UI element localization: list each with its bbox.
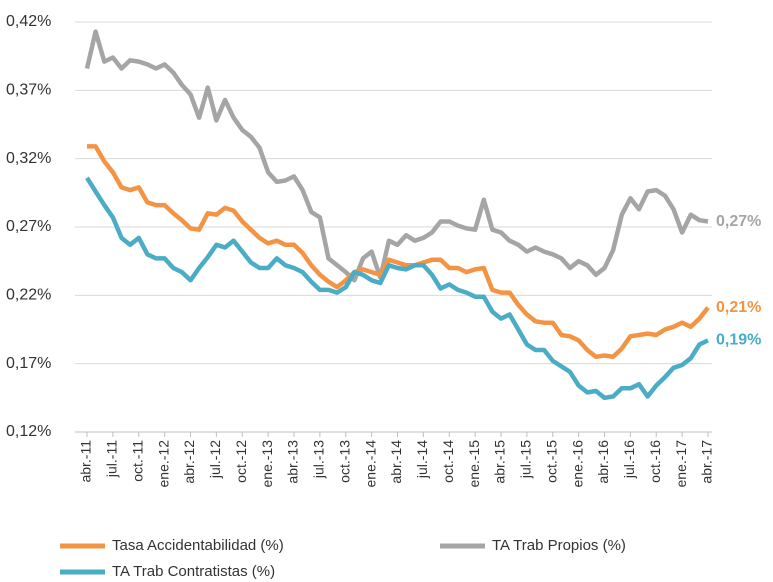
- x-tick-label: ene.-14: [362, 440, 378, 488]
- end-label: 0,27%: [716, 213, 761, 230]
- x-tick-label: abr.-14: [388, 440, 404, 484]
- x-tick-label: oct.-16: [647, 440, 663, 483]
- y-tick-label: 0,17%: [6, 355, 51, 372]
- x-tick-label: oct.-12: [233, 440, 249, 483]
- x-tick-label: ene.-13: [259, 440, 275, 488]
- end-label: 0,19%: [716, 332, 761, 349]
- x-tick-label: ene.-15: [466, 440, 482, 488]
- series-line: [84, 29, 709, 283]
- y-tick-label: 0,32%: [6, 150, 51, 167]
- legend-label: Tasa Accidentabilidad (%): [112, 537, 284, 554]
- x-tick-label: oct.-11: [129, 440, 145, 482]
- x-tick-label: abr.-11: [78, 440, 94, 483]
- x-tick-label: jul.-16: [621, 440, 637, 479]
- x-tick-label: oct.-14: [440, 440, 456, 483]
- y-tick-label: 0,42%: [6, 13, 51, 30]
- series-line: [85, 176, 709, 401]
- y-tick-label: 0,22%: [6, 287, 51, 304]
- x-tick-label: ene.-16: [569, 440, 585, 488]
- x-tick-label: ene.-17: [673, 440, 689, 488]
- y-tick-label: 0,12%: [6, 423, 51, 440]
- x-tick-label: oct.-15: [543, 440, 559, 483]
- x-tick-label: jul.-15: [518, 440, 534, 479]
- x-tick-label: jul.-11: [104, 440, 120, 478]
- x-tick-label: abr.-13: [285, 440, 301, 484]
- x-tick-label: abr.-15: [492, 440, 508, 484]
- y-tick-label: 0,27%: [6, 218, 51, 235]
- legend-label: TA Trab Propios (%): [492, 537, 626, 554]
- x-tick-label: jul.-13: [311, 440, 327, 479]
- x-tick-label: abr.-12: [181, 440, 197, 484]
- x-tick-label: abr.-16: [595, 440, 611, 484]
- y-tick-label: 0,37%: [6, 82, 51, 99]
- end-label: 0,21%: [716, 299, 761, 316]
- series-line: [87, 144, 710, 360]
- legend-label: TA Trab Contratistas (%): [112, 563, 275, 580]
- x-tick-label: jul.-12: [207, 440, 223, 479]
- x-tick-label: jul.-14: [414, 440, 430, 479]
- x-tick-label: oct.-13: [336, 440, 352, 483]
- x-tick-label: ene.-12: [155, 440, 171, 488]
- x-tick-label: abr.-17: [699, 440, 715, 484]
